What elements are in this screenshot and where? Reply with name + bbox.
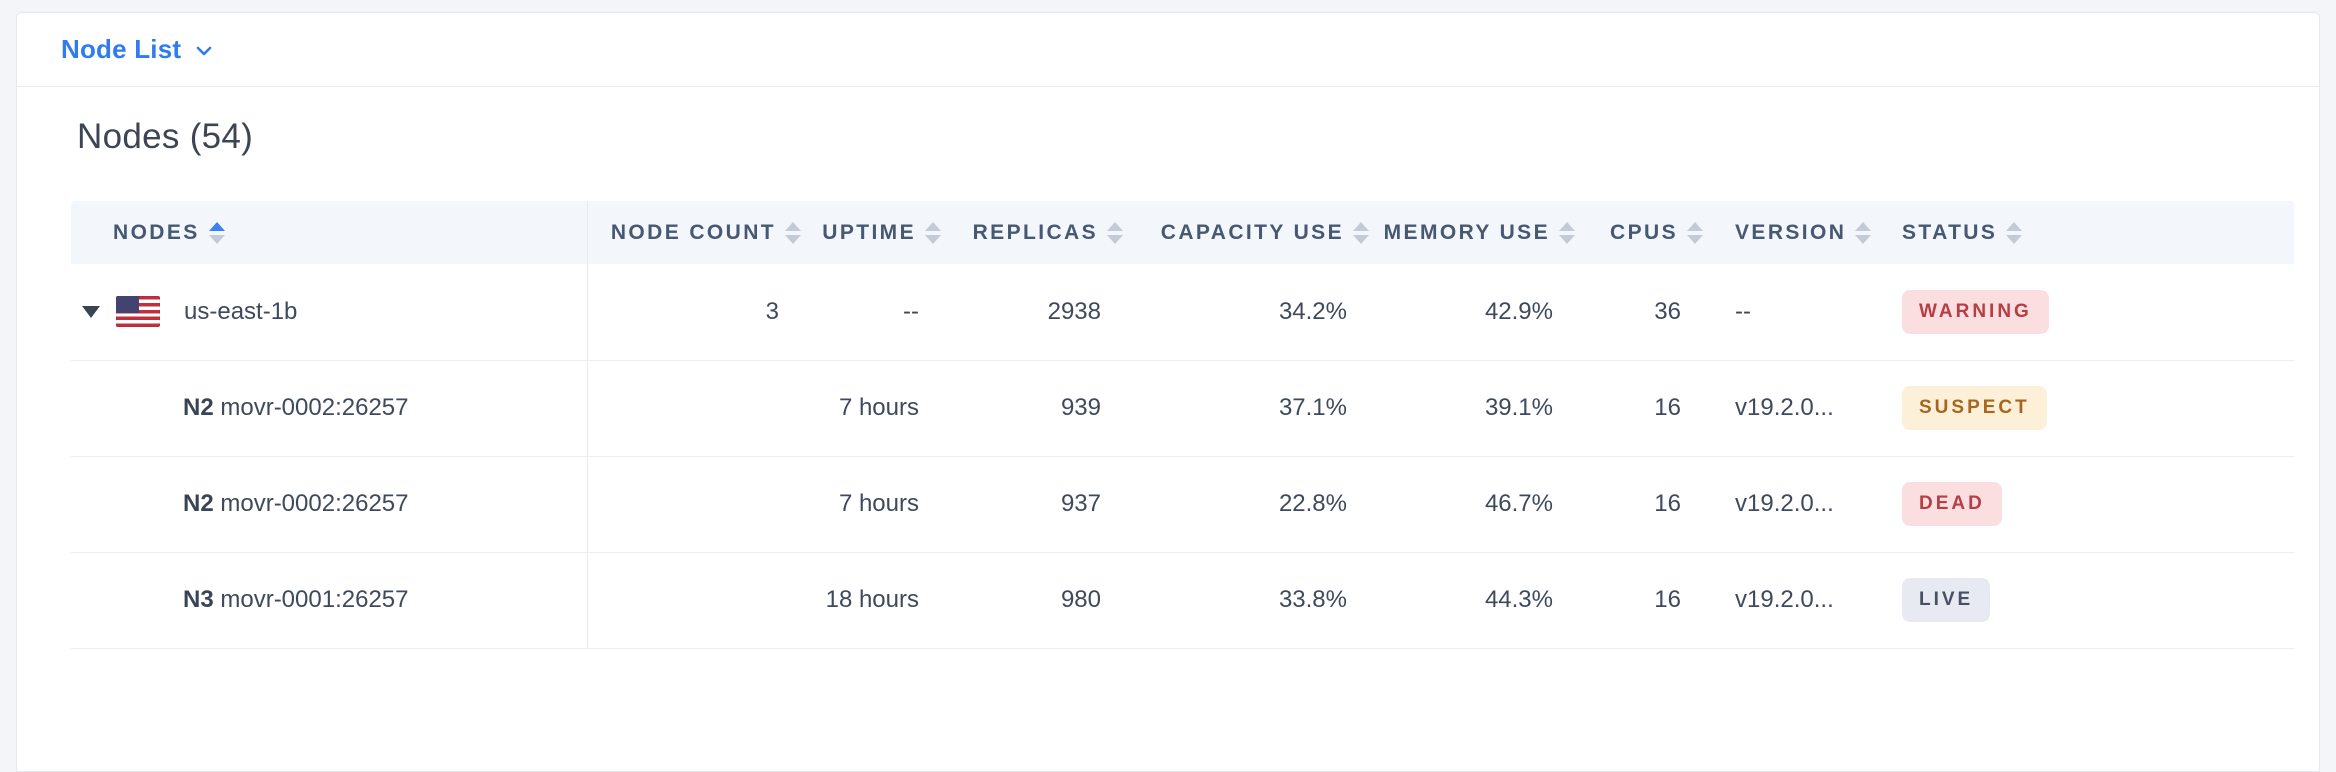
status-cell: DEAD (1881, 456, 2294, 553)
version-cell: -- (1703, 264, 1881, 361)
column-label: REPLICAS (972, 220, 1098, 244)
status-cell: WARNING (1881, 264, 2294, 361)
column-label: CAPACITY USE (1160, 220, 1344, 244)
sort-icon (1353, 221, 1369, 244)
uptime-cell: 18 hours (801, 552, 941, 649)
version-cell: v19.2.0... (1703, 456, 1881, 553)
replicas-cell: 980 (941, 552, 1123, 649)
column-label: NODE COUNT (610, 220, 776, 244)
node-count-cell (587, 360, 801, 457)
node-id: N2 (183, 490, 214, 517)
status-cell: SUSPECT (1881, 360, 2294, 457)
cpus-cell: 16 (1575, 456, 1703, 553)
column-header-uptime[interactable]: UPTIME (801, 201, 941, 264)
memory-use-cell: 46.7% (1369, 456, 1575, 553)
sort-icon (1687, 221, 1703, 244)
sort-icon-active (208, 221, 225, 244)
region-name: us-east-1b (184, 297, 298, 325)
nodes-table: NODES NODE COUNT UPTIM (71, 201, 2294, 649)
capacity-use-cell: 34.2% (1123, 264, 1369, 361)
nodes-table-wrap: NODES NODE COUNT UPTIM (71, 201, 2294, 649)
status-badge: DEAD (1902, 482, 2002, 526)
column-header-memory-use[interactable]: MEMORY USE (1369, 201, 1575, 264)
version-cell: v19.2.0... (1703, 360, 1881, 457)
cpus-cell: 16 (1575, 360, 1703, 457)
node-address: movr-0002:26257 (220, 394, 409, 421)
column-label: UPTIME (822, 220, 916, 244)
replicas-cell: 2938 (941, 264, 1123, 361)
column-header-capacity-use[interactable]: CAPACITY USE (1123, 201, 1369, 264)
node-row[interactable]: N2 movr-0002:26257 7 hours 939 37.1% 39.… (71, 360, 2294, 457)
memory-use-cell: 44.3% (1369, 552, 1575, 649)
status-badge: WARNING (1902, 289, 2049, 334)
sort-icon (1559, 221, 1575, 244)
node-list-dropdown-label: Node List (61, 34, 182, 64)
node-row[interactable]: N2 movr-0002:26257 7 hours 937 22.8% 46.… (71, 456, 2294, 553)
status-badge: LIVE (1902, 578, 1991, 622)
node-count-cell (587, 552, 801, 649)
node-id: N2 (183, 394, 214, 421)
status-cell: LIVE (1881, 552, 2294, 649)
collapse-caret-icon[interactable] (82, 305, 100, 318)
chevron-down-icon (196, 46, 212, 55)
card-header: Node List (17, 13, 2319, 87)
sort-icon (1107, 221, 1123, 244)
us-flag-icon (116, 296, 160, 328)
column-header-nodes[interactable]: NODES (71, 201, 588, 264)
node-row[interactable]: N3 movr-0001:26257 18 hours 980 33.8% 44… (71, 552, 2294, 649)
node-count-cell: 3 (587, 264, 801, 361)
column-header-cpus[interactable]: CPUS (1575, 201, 1703, 264)
table-header-row: NODES NODE COUNT UPTIM (71, 201, 2294, 264)
node-id: N3 (183, 586, 214, 613)
column-label: STATUS (1902, 220, 1998, 244)
column-label: VERSION (1735, 220, 1847, 244)
capacity-use-cell: 37.1% (1123, 360, 1369, 457)
column-header-version[interactable]: VERSION (1703, 201, 1881, 264)
region-row[interactable]: us-east-1b 3 -- 2938 34.2% 42.9% 36 -- W… (71, 264, 2294, 361)
sort-icon (785, 221, 801, 244)
sort-icon (2006, 221, 2023, 244)
version-cell: v19.2.0... (1703, 552, 1881, 649)
memory-use-cell: 39.1% (1369, 360, 1575, 457)
sort-icon (925, 221, 941, 244)
page-title: Nodes (54) (77, 117, 254, 156)
region-name-cell: us-east-1b (71, 264, 588, 361)
node-address: movr-0001:26257 (220, 586, 409, 613)
node-count-cell (587, 456, 801, 553)
node-list-card: Node List Nodes (54) NODES (16, 12, 2320, 772)
replicas-cell: 937 (941, 456, 1123, 553)
sort-icon (1855, 221, 1872, 244)
capacity-use-cell: 22.8% (1123, 456, 1369, 553)
capacity-use-cell: 33.8% (1123, 552, 1369, 649)
column-label: CPUS (1610, 220, 1678, 244)
node-address: movr-0002:26257 (220, 490, 409, 517)
cpus-cell: 16 (1575, 552, 1703, 649)
card-content: Nodes (54) NODES (17, 117, 2319, 649)
column-header-status[interactable]: STATUS (1881, 201, 2294, 264)
memory-use-cell: 42.9% (1369, 264, 1575, 361)
column-label: MEMORY USE (1383, 220, 1550, 244)
uptime-cell: 7 hours (801, 360, 941, 457)
cpus-cell: 36 (1575, 264, 1703, 361)
node-name-cell: N3 movr-0001:26257 (71, 552, 588, 649)
column-header-replicas[interactable]: REPLICAS (941, 201, 1123, 264)
node-name-cell: N2 movr-0002:26257 (71, 360, 588, 457)
status-badge: SUSPECT (1902, 386, 2047, 430)
replicas-cell: 939 (941, 360, 1123, 457)
column-header-node-count[interactable]: NODE COUNT (587, 201, 801, 264)
uptime-cell: 7 hours (801, 456, 941, 553)
node-name-cell: N2 movr-0002:26257 (71, 456, 588, 553)
column-label: NODES (113, 220, 200, 244)
uptime-cell: -- (801, 264, 941, 361)
node-list-dropdown[interactable]: Node List (61, 34, 213, 65)
